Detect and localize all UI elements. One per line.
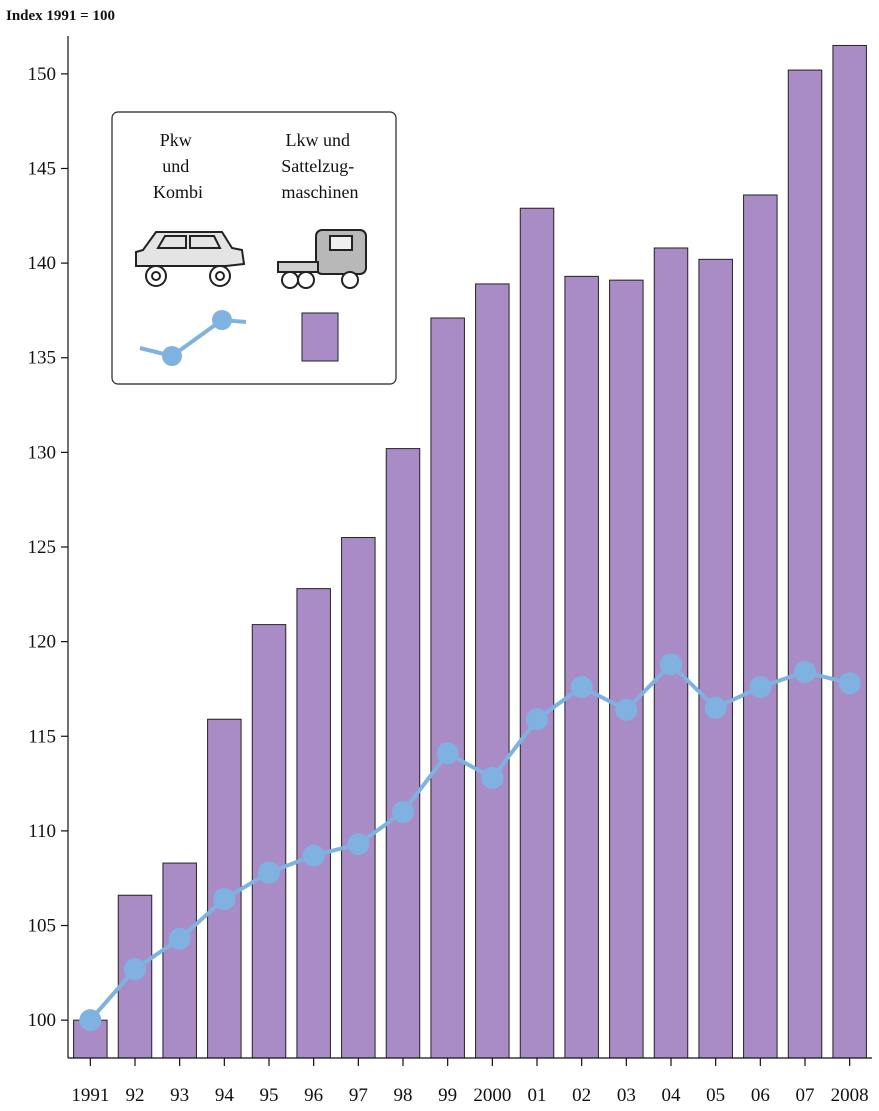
x-tick-label: 2008	[831, 1085, 869, 1106]
y-tick-label: 110	[28, 821, 56, 842]
line-point	[124, 958, 146, 981]
x-tick-label: 98	[394, 1085, 413, 1106]
bar	[296, 588, 331, 1059]
bar	[385, 448, 421, 1059]
line-point	[168, 927, 191, 950]
legend-label-lkw: Lkw und Sattelzug- maschinen	[281, 130, 358, 202]
y-tick-label: 115	[28, 726, 56, 747]
truck-icon	[277, 229, 367, 289]
bar	[519, 207, 555, 1059]
line-point	[615, 698, 638, 721]
y-tick-label: 135	[28, 348, 57, 369]
line-point	[838, 672, 861, 695]
bar	[609, 279, 644, 1059]
bar	[787, 69, 823, 1059]
x-ticks: 1991 92 93 94 95 96 97 98 99 2000 01 02 03 04 05 06 07 20…	[71, 1058, 869, 1106]
x-tick-label: 94	[215, 1085, 235, 1106]
bar	[475, 283, 510, 1059]
unit-label: Index 1991 = 100	[6, 8, 115, 24]
x-tick-label: 95	[260, 1085, 279, 1106]
y-tick-label: 140	[28, 253, 57, 274]
series-line	[88, 662, 851, 1022]
y-tick-label: 130	[28, 442, 57, 463]
x-tick-label: 06	[751, 1085, 770, 1106]
legend-line-swatch	[139, 310, 247, 366]
x-tick-label: 93	[170, 1085, 189, 1106]
legend-bar-swatch	[301, 312, 339, 362]
bar	[430, 317, 465, 1059]
x-tick-label: 03	[617, 1085, 636, 1106]
bars-layer	[73, 44, 867, 1059]
line-point	[570, 676, 593, 699]
y-tick-label: 145	[28, 158, 57, 179]
x-tick-label: 04	[662, 1085, 682, 1106]
legend-label-pkw-line: Pkw	[160, 130, 192, 150]
x-tick-label: 02	[572, 1085, 591, 1106]
line-point	[704, 696, 727, 719]
line-point	[302, 844, 325, 867]
y-tick-label: 100	[28, 1010, 57, 1031]
x-tick-label: 1991	[71, 1085, 109, 1106]
x-tick-label: 01	[528, 1085, 547, 1106]
line-point	[481, 766, 504, 789]
line-point	[660, 653, 682, 676]
bar	[564, 275, 599, 1059]
line-point	[258, 861, 280, 884]
legend-label-pkw-line: und	[162, 156, 189, 176]
bar	[251, 624, 287, 1059]
line-point	[392, 800, 414, 823]
x-tick-label: 99	[438, 1085, 457, 1106]
car-icon	[135, 231, 246, 287]
x-tick-label: 96	[304, 1085, 323, 1106]
line-point	[213, 888, 236, 911]
legend-label-lkw-line: maschinen	[282, 182, 359, 202]
bar	[162, 862, 197, 1059]
y-tick-label: 150	[28, 64, 57, 85]
x-tick-label: 05	[706, 1085, 725, 1106]
legend: Pkw und Kombi Lkw und Sattelzug- maschin…	[111, 111, 397, 385]
line-point	[794, 660, 816, 683]
line-point	[749, 676, 772, 699]
line-layer	[79, 653, 861, 1032]
bar	[698, 258, 733, 1059]
y-ticks: 100 105 110 115 120 125 130 135 140 145 150	[28, 64, 68, 1031]
legend-label-lkw-line: Lkw und	[286, 130, 351, 150]
y-tick-label: 105	[28, 916, 57, 937]
legend-label-pkw-line: Kombi	[153, 182, 203, 202]
x-tick-label: 07	[796, 1085, 815, 1106]
bar	[832, 44, 867, 1059]
line-point	[436, 742, 459, 765]
bar	[653, 247, 689, 1059]
x-tick-label: 2000	[473, 1085, 511, 1106]
line-point	[347, 833, 370, 856]
legend-label-lkw-line: Sattelzug-	[281, 156, 354, 176]
y-tick-label: 120	[28, 632, 57, 653]
bar	[743, 194, 778, 1059]
line-point	[526, 708, 548, 731]
y-tick-label: 125	[28, 537, 57, 558]
line-point	[79, 1009, 102, 1032]
x-tick-label: 97	[349, 1085, 368, 1106]
x-tick-label: 92	[126, 1085, 145, 1106]
bar	[341, 537, 376, 1059]
legend-label-pkw: Pkw und Kombi	[153, 130, 203, 202]
